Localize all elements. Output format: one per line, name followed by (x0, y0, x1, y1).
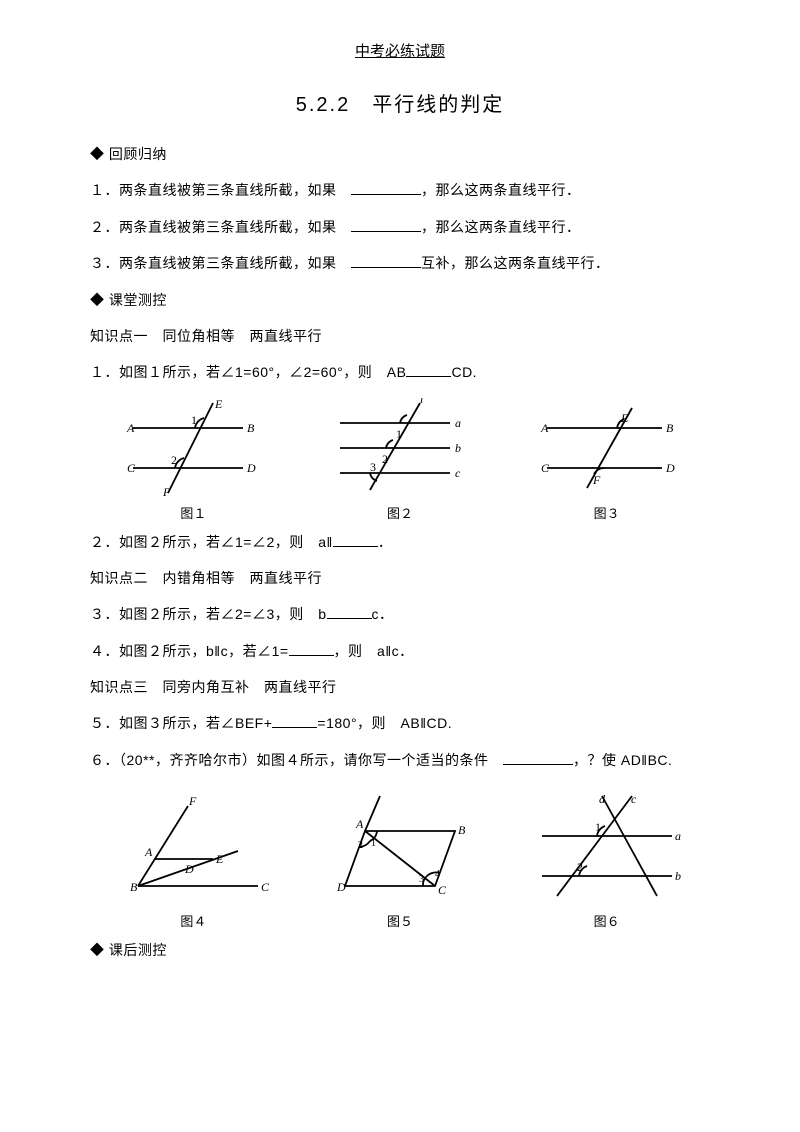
kp2: 知识点二 内错角相等 两直线平行 (90, 567, 710, 589)
svg-text:d: d (599, 792, 606, 806)
review-q2: ２．两条直线被第三条直线所截，如果 ，那么这两条直线平行． (90, 216, 710, 238)
text: =180°，则 AB‖CD. (317, 715, 452, 731)
blank (272, 714, 317, 728)
svg-text:2: 2 (577, 860, 583, 874)
svg-text:c: c (631, 792, 637, 806)
blank (351, 254, 421, 268)
svg-text:3: 3 (370, 460, 376, 474)
class-q4: ４．如图２所示，b‖c，若∠1= ，则 a‖c． (90, 640, 710, 662)
svg-text:C: C (541, 461, 550, 475)
text: CD. (451, 364, 477, 380)
class-q1: １．如图１所示，若∠1=60°，∠2=60°，则 AB CD. (90, 361, 710, 383)
text: ，则 a‖c． (334, 643, 414, 659)
figure-row-2: B C F A E D 图４ A B D C 1 2 3 (90, 791, 710, 933)
svg-text:a: a (455, 416, 461, 430)
svg-text:D: D (665, 461, 675, 475)
svg-text:F: F (162, 485, 171, 498)
figure-3-caption: 图３ (503, 504, 710, 525)
svg-text:A: A (355, 817, 364, 831)
text: ５．如图３所示，若∠BEF+ (90, 715, 272, 731)
svg-text:C: C (127, 461, 136, 475)
svg-text:2: 2 (358, 840, 363, 851)
text: ，？使 AD‖BC. (573, 752, 672, 768)
text: ４．如图２所示，b‖c，若∠1= (90, 643, 289, 659)
svg-text:A: A (540, 421, 549, 435)
figure-6: a b c d 1 2 图６ (503, 791, 710, 933)
figure-4-caption: 图４ (90, 912, 297, 933)
svg-text:D: D (246, 461, 256, 475)
svg-text:b: b (675, 869, 681, 883)
figure-5: A B D C 1 2 3 4 图５ (297, 791, 504, 933)
kp3: 知识点三 同旁内角互补 两直线平行 (90, 676, 710, 698)
figure-1: A B C D E F 1 2 图１ (90, 398, 297, 525)
svg-text:F: F (188, 794, 197, 808)
svg-text:1: 1 (191, 413, 197, 427)
text: １．两条直线被第三条直线所截，如果 (90, 182, 351, 198)
svg-text:b: b (455, 441, 461, 455)
page-title: 5.2.2 平行线的判定 (90, 89, 710, 121)
kp1: 知识点一 同位角相等 两直线平行 (90, 325, 710, 347)
figure-1-caption: 图１ (90, 504, 297, 525)
blank (327, 605, 372, 619)
text: c． (372, 606, 394, 622)
blank (406, 363, 451, 377)
svg-text:c: c (455, 466, 461, 480)
review-q3: ３．两条直线被第三条直线所截，如果 互补，那么这两条直线平行． (90, 252, 710, 274)
svg-text:2: 2 (382, 452, 388, 466)
figure-3: A B C D E F 图３ (503, 398, 710, 525)
class-q6: ６．（20**，齐齐哈尔市）如图４所示，请你写一个适当的条件 ，？使 AD‖BC… (90, 749, 710, 771)
svg-text:B: B (247, 421, 255, 435)
review-q1: １．两条直线被第三条直线所截，如果 ，那么这两条直线平行． (90, 179, 710, 201)
svg-text:D: D (336, 880, 346, 894)
class-q5: ５．如图３所示，若∠BEF+ =180°，则 AB‖CD. (90, 712, 710, 734)
text: ． (378, 534, 393, 550)
blank (333, 533, 378, 547)
blank (351, 218, 421, 232)
svg-text:C: C (261, 880, 270, 894)
text: １．如图１所示，若∠1=60°，∠2=60°，则 AB (90, 364, 406, 380)
svg-text:1: 1 (396, 427, 402, 441)
svg-text:E: E (620, 411, 629, 425)
text: ，那么这两条直线平行． (421, 219, 581, 235)
svg-text:3: 3 (419, 874, 424, 885)
section-review: ◆ 回顾归纳 (90, 143, 710, 165)
svg-text:F: F (592, 473, 601, 487)
svg-text:B: B (666, 421, 674, 435)
page-header: 中考必练试题 (90, 40, 710, 64)
svg-text:l: l (420, 398, 424, 406)
svg-text:B: B (130, 880, 138, 894)
text: ３．如图２所示，若∠2=∠3，则 b (90, 606, 327, 622)
text: ２．如图２所示，若∠1=∠2，则 a‖ (90, 534, 333, 550)
text: ３．两条直线被第三条直线所截，如果 (90, 255, 351, 271)
text: ，那么这两条直线平行． (421, 182, 581, 198)
figure-5-caption: 图５ (297, 912, 504, 933)
blank (351, 181, 421, 195)
svg-text:A: A (126, 421, 135, 435)
text: ６．（20**，齐齐哈尔市）如图４所示，请你写一个适当的条件 (90, 752, 503, 768)
svg-text:C: C (438, 883, 447, 897)
svg-text:a: a (675, 829, 681, 843)
svg-text:D: D (184, 862, 194, 876)
class-q2: ２．如图２所示，若∠1=∠2，则 a‖ ． (90, 531, 710, 553)
figure-6-caption: 图６ (503, 912, 710, 933)
section-after: ◆ 课后测控 (90, 939, 710, 961)
svg-text:A: A (144, 845, 153, 859)
figure-2: l abc 1 2 3 图２ (297, 398, 504, 525)
text: 互补，那么这两条直线平行． (421, 255, 610, 271)
blank (503, 751, 573, 765)
svg-text:1: 1 (371, 838, 376, 849)
svg-text:E: E (215, 852, 224, 866)
svg-text:4: 4 (435, 869, 440, 880)
text: ２．两条直线被第三条直线所截，如果 (90, 219, 351, 235)
figure-4: B C F A E D 图４ (90, 791, 297, 933)
blank (289, 642, 334, 656)
svg-text:E: E (214, 398, 223, 411)
figure-2-caption: 图２ (297, 504, 504, 525)
class-q3: ３．如图２所示，若∠2=∠3，则 b c． (90, 603, 710, 625)
figure-row-1: A B C D E F 1 2 图１ l abc 1 2 (90, 398, 710, 525)
svg-text:1: 1 (595, 820, 601, 834)
svg-text:2: 2 (171, 453, 177, 467)
section-class: ◆ 课堂测控 (90, 289, 710, 311)
svg-text:B: B (458, 823, 466, 837)
